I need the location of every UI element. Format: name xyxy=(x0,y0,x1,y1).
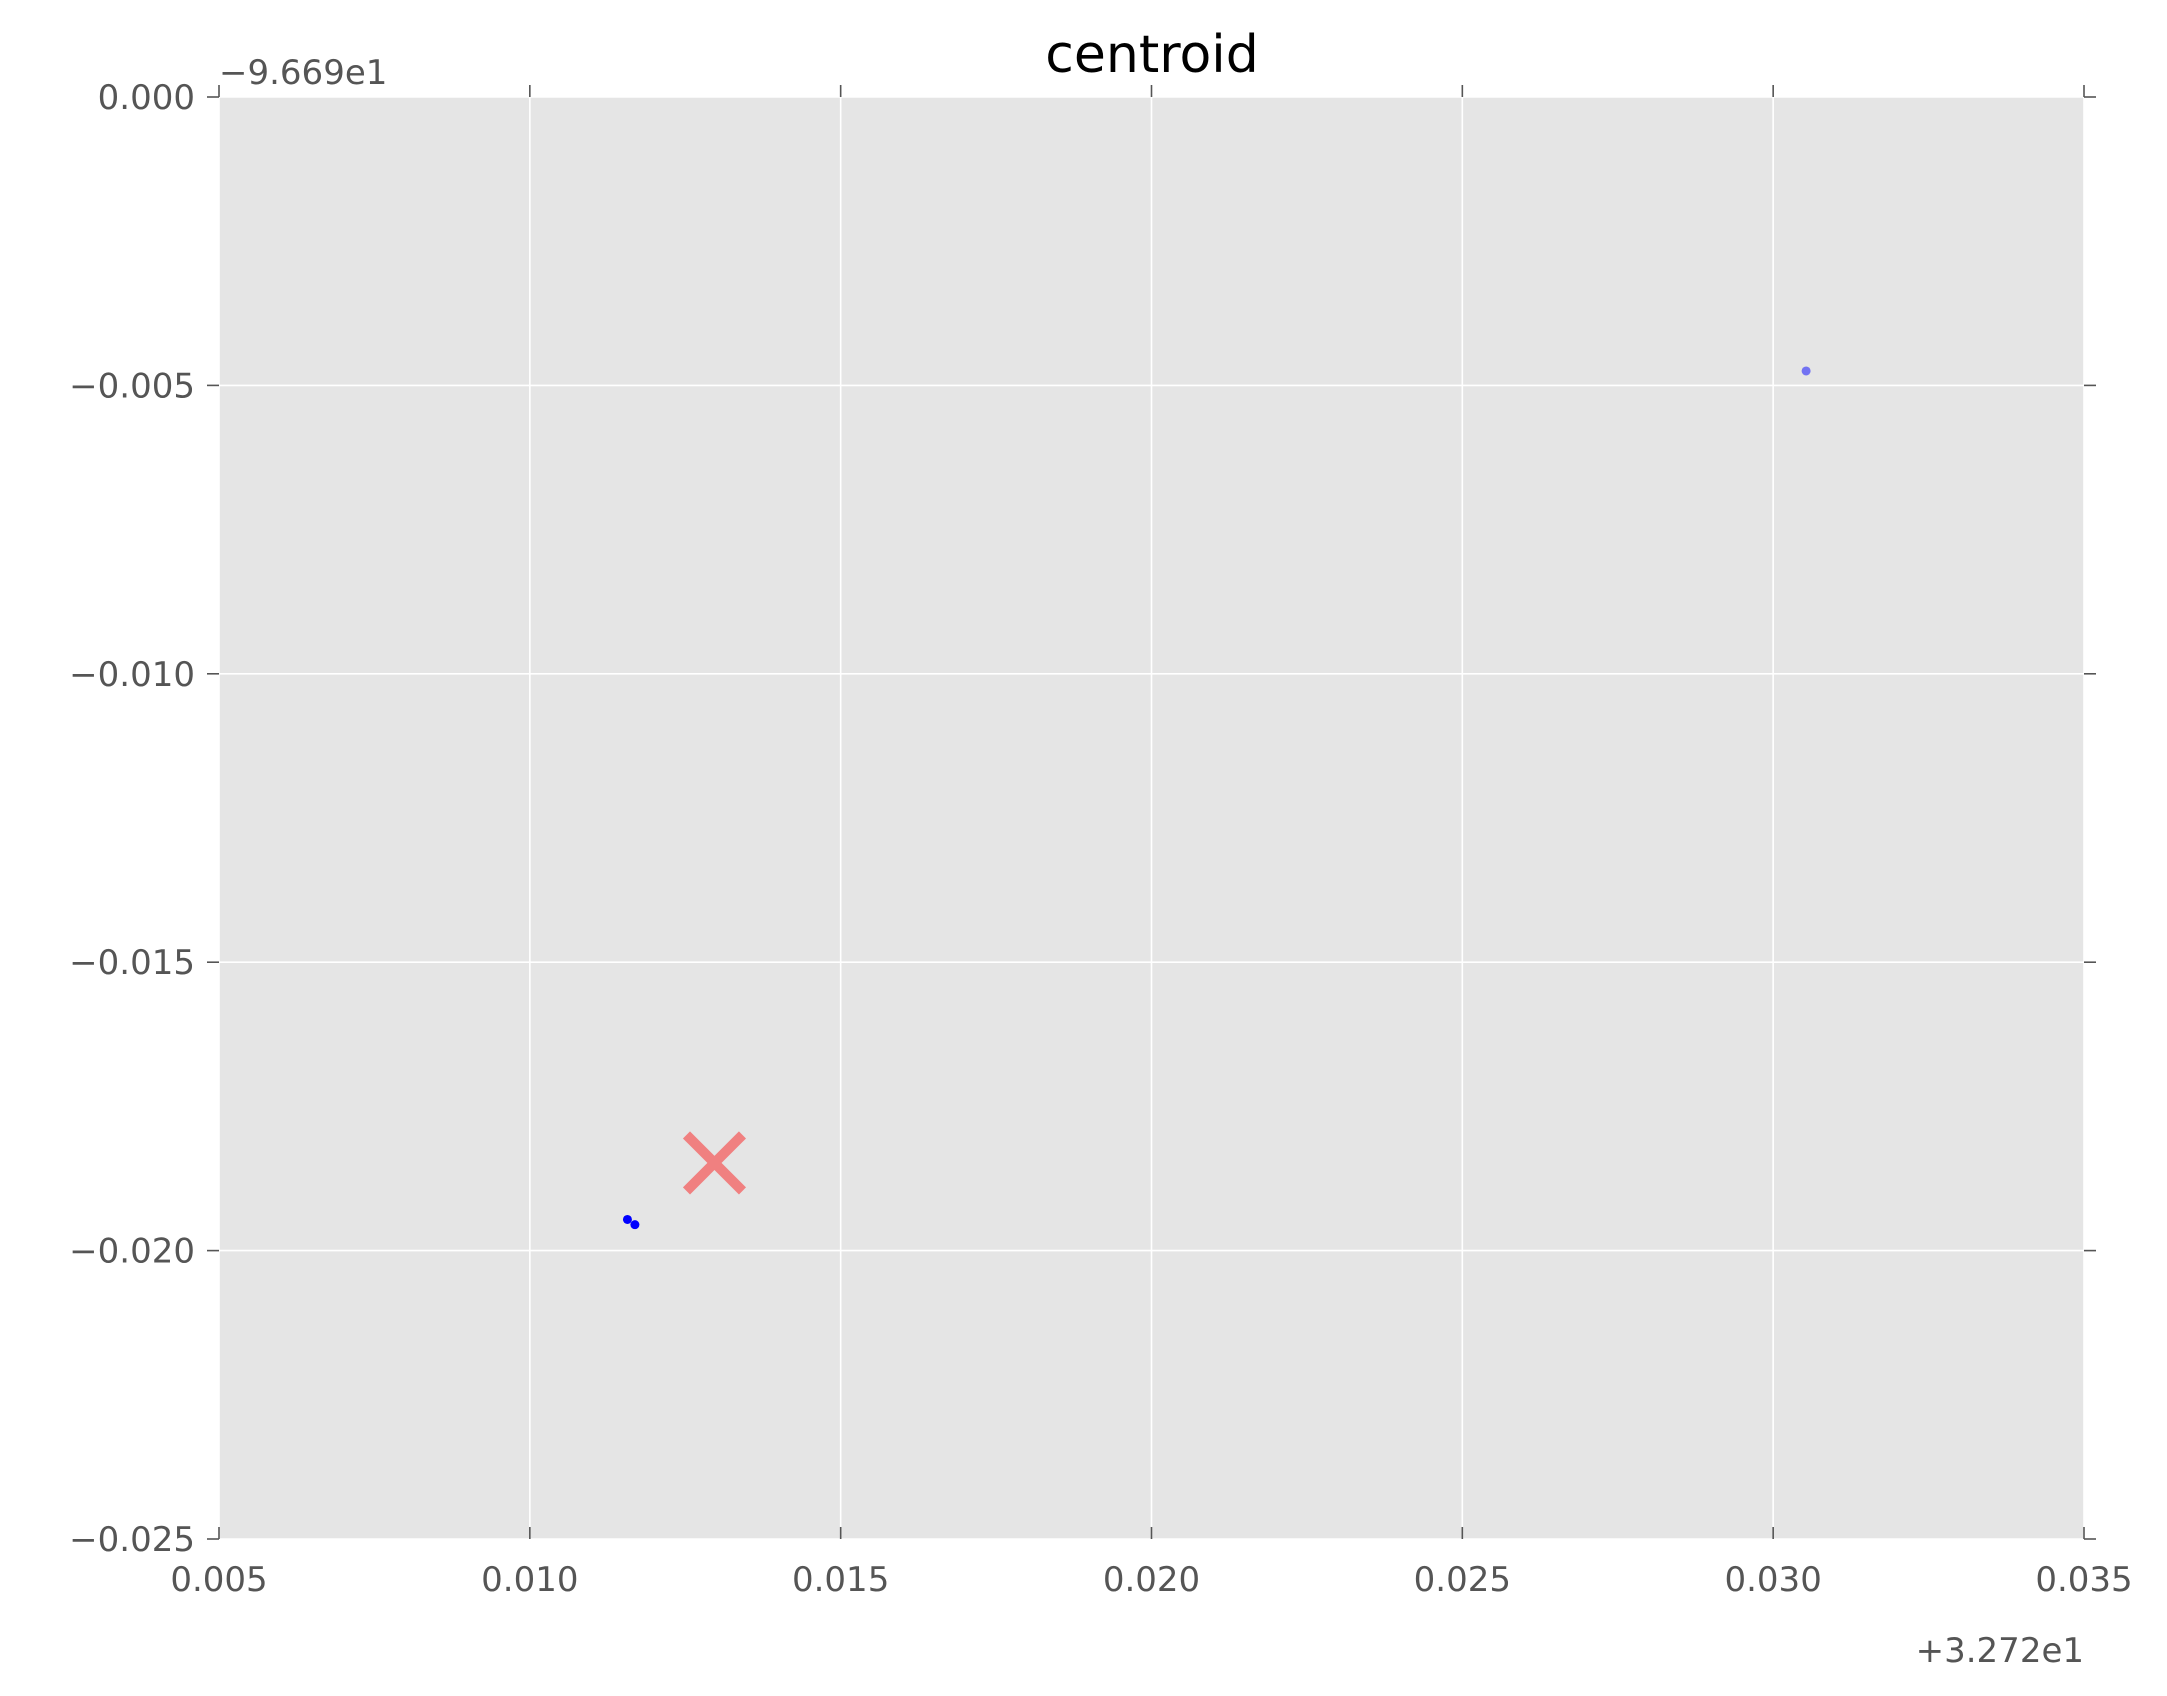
x-tick-label: 0.015 xyxy=(792,1560,889,1600)
y-tick-label: 0.000 xyxy=(98,78,195,118)
x-tick-label: 0.020 xyxy=(1103,1560,1200,1600)
chart-title: centroid xyxy=(1045,25,1258,85)
data-point xyxy=(630,1220,640,1230)
axis-ticks: 0.005 0.010 0.015 0.020 0.025 0.030 0.035 0.000… xyxy=(69,78,2133,1600)
x-tick-label: 0.035 xyxy=(2035,1560,2132,1600)
y-tick-label: −0.020 xyxy=(69,1232,195,1272)
x-tick-label: 0.010 xyxy=(481,1560,578,1600)
centroid-marker xyxy=(682,1131,747,1195)
y-tick-label: −0.005 xyxy=(69,366,195,406)
y-tick-label: −0.025 xyxy=(69,1520,195,1560)
y-tick-label: −0.010 xyxy=(69,655,195,695)
x-offset-label: +3.272e1 xyxy=(1916,1631,2084,1671)
data-point xyxy=(622,1214,632,1224)
data-points xyxy=(622,366,1811,1230)
data-point xyxy=(1801,366,1811,376)
y-tick-label: −0.015 xyxy=(69,943,195,983)
x-tick-label: 0.030 xyxy=(1724,1560,1821,1600)
x-tick-label: 0.025 xyxy=(1414,1560,1511,1600)
centroid-marker-stroke xyxy=(682,1131,747,1195)
x-tick-label: 0.005 xyxy=(170,1560,267,1600)
y-offset-label: −9.669e1 xyxy=(219,53,387,93)
